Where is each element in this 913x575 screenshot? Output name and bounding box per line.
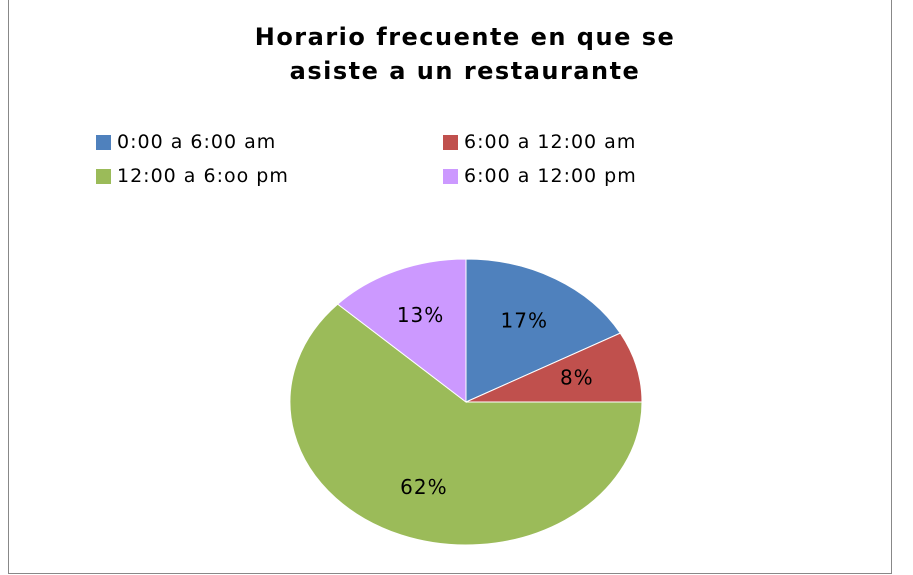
legend-swatch xyxy=(443,134,458,150)
legend-item: 6:00 a 12:00 pm xyxy=(443,165,637,187)
chart-title: Horario frecuente en que se asiste a un … xyxy=(254,23,676,85)
pie-slice xyxy=(465,258,621,403)
data-label: 13% xyxy=(397,303,444,327)
legend-item: 0:00 a 6:00 am xyxy=(96,131,276,153)
legend-label: 0:00 a 6:00 am xyxy=(117,131,277,153)
legend-label: 12:00 a 6:oo pm xyxy=(117,165,289,187)
data-label: 8% xyxy=(560,365,594,389)
chart-frame xyxy=(8,0,892,574)
legend-label: 6:00 a 12:00 pm xyxy=(464,165,637,187)
pie-slice xyxy=(336,258,467,404)
legend-item: 12:00 a 6:oo pm xyxy=(96,165,289,187)
data-label: 17% xyxy=(501,308,548,332)
pie-slice xyxy=(465,332,643,403)
data-label: 62% xyxy=(400,475,447,499)
legend-label: 6:00 a 12:00 am xyxy=(464,131,637,153)
legend-item: 6:00 a 12:00 am xyxy=(443,131,636,153)
legend-swatch xyxy=(96,168,111,184)
legend-swatch xyxy=(96,134,111,150)
legend-swatch xyxy=(443,168,458,184)
pie-slice xyxy=(289,303,643,546)
